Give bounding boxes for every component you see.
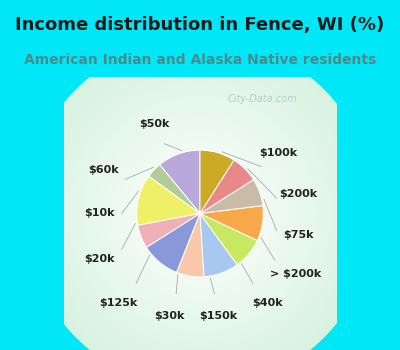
Circle shape: [81, 94, 319, 333]
Text: $30k: $30k: [154, 311, 185, 321]
Wedge shape: [200, 205, 263, 240]
Text: $150k: $150k: [200, 311, 238, 321]
Circle shape: [98, 112, 302, 315]
Wedge shape: [138, 214, 200, 247]
Wedge shape: [149, 165, 200, 214]
Circle shape: [197, 211, 203, 216]
Text: Income distribution in Fence, WI (%): Income distribution in Fence, WI (%): [15, 16, 385, 34]
Circle shape: [180, 193, 220, 234]
Circle shape: [124, 138, 276, 289]
Text: American Indian and Alaska Native residents: American Indian and Alaska Native reside…: [24, 53, 376, 67]
Circle shape: [159, 173, 241, 254]
Circle shape: [92, 106, 308, 321]
Circle shape: [63, 77, 337, 350]
Circle shape: [104, 117, 296, 310]
Circle shape: [37, 50, 363, 350]
Circle shape: [48, 62, 352, 350]
Text: $125k: $125k: [99, 298, 137, 308]
Circle shape: [191, 205, 209, 222]
Wedge shape: [200, 160, 254, 214]
Circle shape: [66, 79, 334, 348]
Circle shape: [25, 39, 375, 350]
Circle shape: [165, 178, 235, 248]
Text: $75k: $75k: [283, 230, 314, 240]
Circle shape: [78, 91, 322, 336]
Circle shape: [130, 144, 270, 284]
Circle shape: [142, 155, 258, 272]
Text: > $200k: > $200k: [270, 268, 322, 279]
Circle shape: [150, 164, 250, 263]
Circle shape: [194, 208, 206, 219]
Circle shape: [101, 114, 299, 313]
Circle shape: [110, 123, 290, 304]
Circle shape: [136, 149, 264, 278]
Circle shape: [113, 126, 287, 301]
Circle shape: [28, 42, 372, 350]
Text: $200k: $200k: [279, 189, 317, 199]
Text: $100k: $100k: [260, 148, 298, 159]
Circle shape: [145, 158, 255, 269]
Wedge shape: [160, 150, 200, 214]
Circle shape: [174, 187, 226, 240]
Circle shape: [156, 170, 244, 257]
Text: $50k: $50k: [139, 119, 169, 129]
Wedge shape: [137, 176, 200, 225]
Text: $10k: $10k: [84, 209, 115, 218]
Circle shape: [133, 147, 267, 280]
Circle shape: [118, 132, 282, 295]
Wedge shape: [200, 150, 234, 214]
Circle shape: [188, 202, 212, 225]
Wedge shape: [200, 214, 257, 265]
Wedge shape: [200, 214, 237, 277]
Circle shape: [52, 65, 348, 350]
Text: City-Data.com: City-Data.com: [228, 94, 298, 104]
Circle shape: [127, 141, 273, 286]
Circle shape: [186, 199, 214, 228]
Circle shape: [43, 56, 357, 350]
Circle shape: [54, 68, 346, 350]
Circle shape: [182, 196, 218, 231]
Circle shape: [57, 71, 343, 350]
Text: $60k: $60k: [88, 165, 119, 175]
Circle shape: [40, 53, 360, 350]
Circle shape: [89, 103, 311, 324]
Circle shape: [69, 83, 331, 344]
Circle shape: [72, 85, 328, 342]
Circle shape: [86, 100, 314, 327]
Text: $40k: $40k: [252, 298, 283, 308]
Circle shape: [34, 48, 366, 350]
Wedge shape: [177, 214, 204, 277]
Circle shape: [60, 74, 340, 350]
Circle shape: [171, 184, 229, 243]
Circle shape: [148, 161, 252, 266]
Circle shape: [121, 135, 279, 292]
Circle shape: [31, 44, 369, 350]
Circle shape: [139, 152, 261, 275]
Circle shape: [177, 190, 223, 237]
Circle shape: [116, 129, 284, 298]
Circle shape: [84, 97, 316, 330]
Wedge shape: [200, 180, 263, 214]
Wedge shape: [146, 214, 200, 272]
Text: $20k: $20k: [84, 254, 115, 264]
Circle shape: [75, 88, 325, 339]
Circle shape: [95, 108, 305, 318]
Circle shape: [154, 167, 246, 260]
Circle shape: [107, 120, 293, 307]
Circle shape: [168, 181, 232, 246]
Circle shape: [46, 59, 354, 350]
Circle shape: [162, 176, 238, 251]
